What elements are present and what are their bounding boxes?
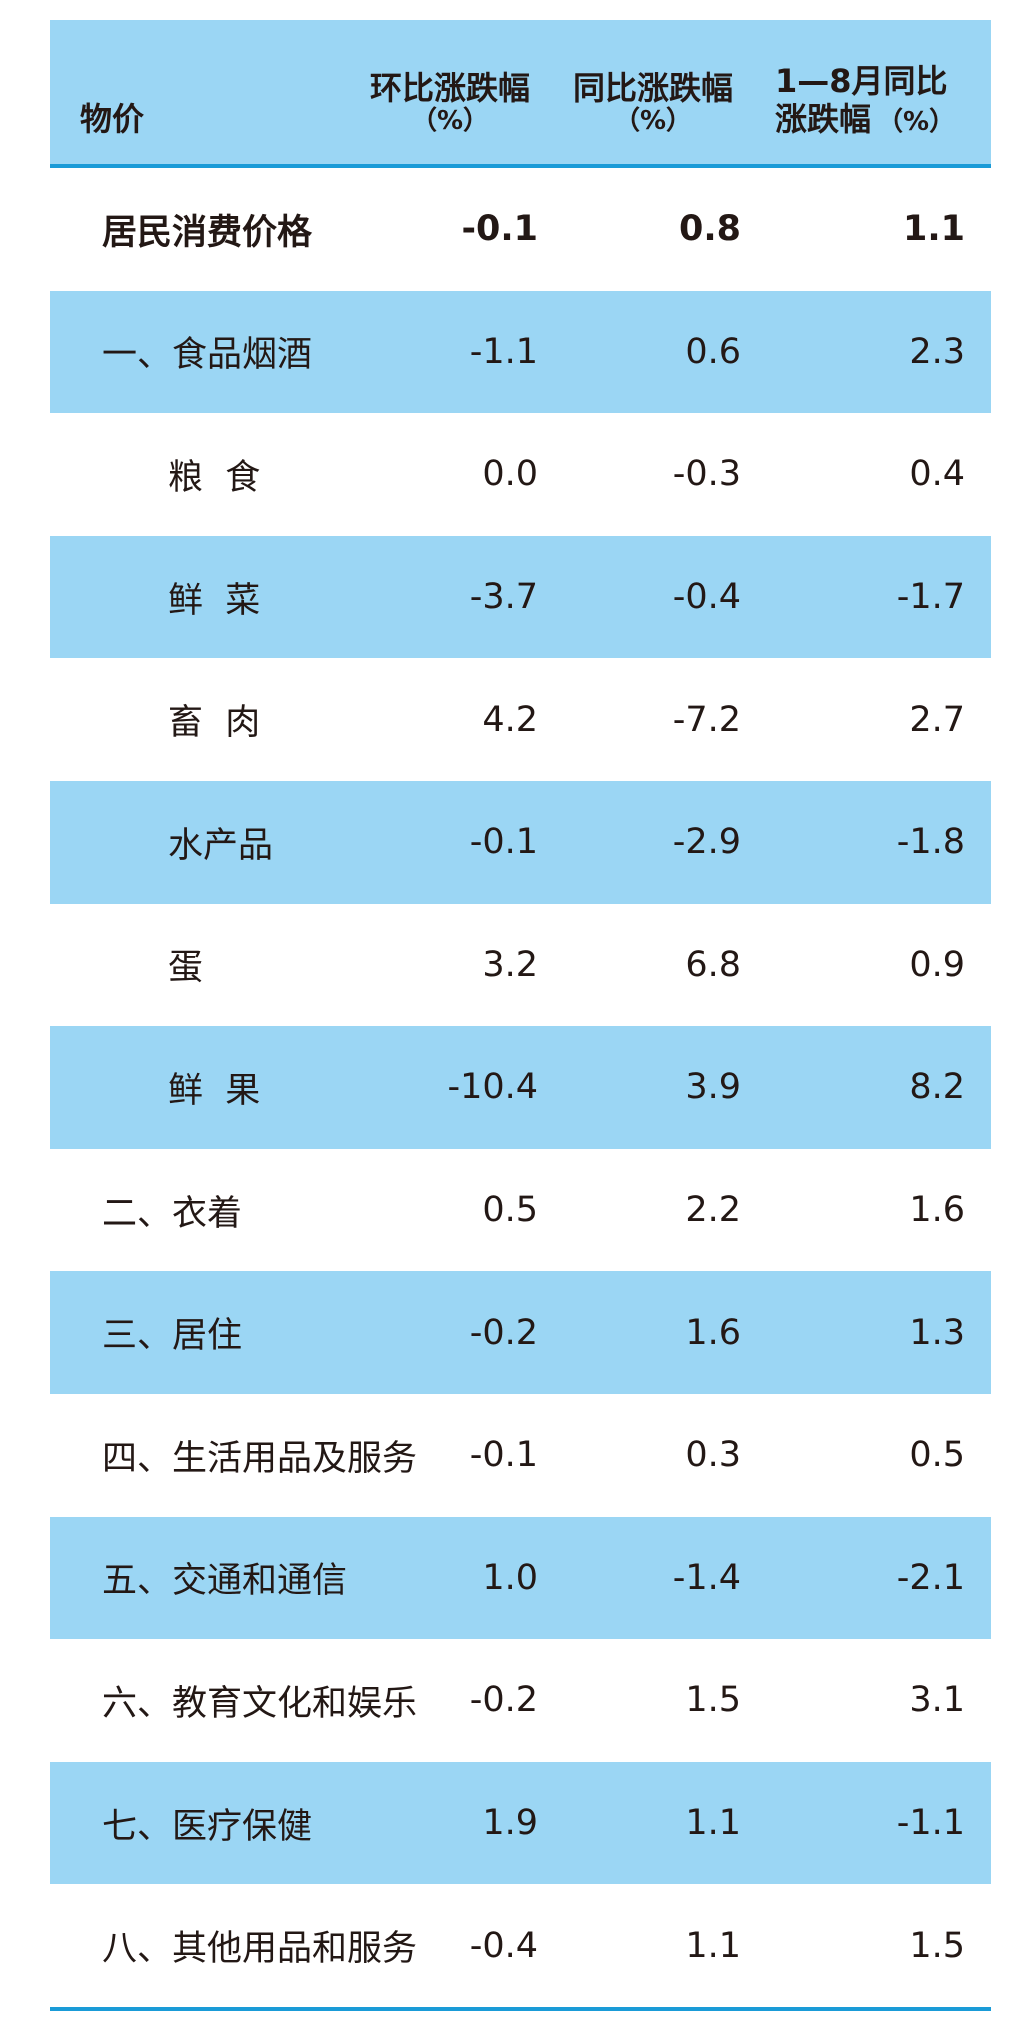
row-mom: -0.1: [469, 822, 538, 863]
row-yoy: 1.1: [685, 1925, 741, 1966]
row-yoy: 6.8: [685, 944, 741, 985]
row-name: 鲜 果: [168, 1070, 261, 1111]
row-ytd: 2.7: [909, 699, 965, 740]
row-yoy: -0.3: [672, 454, 741, 495]
row-yoy: 0.6: [685, 331, 741, 372]
row-mom: 1.0: [482, 1557, 538, 1598]
row-mom: -1.1: [469, 331, 538, 372]
row-name: 七、医疗保健: [102, 1806, 313, 1847]
header-ytd-title-line1: 1—8月同比: [775, 62, 948, 100]
row-ytd: 3.1: [909, 1680, 965, 1721]
row-yoy: 1.5: [685, 1680, 741, 1721]
table-row: 蛋 3.2 6.8 0.9: [50, 904, 991, 1027]
header-month-on-month: 环比涨跌幅 （%）: [355, 69, 545, 135]
header-yoy-title: 同比涨跌幅: [572, 69, 733, 107]
row-name: 三、居住: [102, 1316, 243, 1357]
row-yoy: 1.6: [685, 1312, 741, 1353]
header-item: 物价: [80, 100, 145, 138]
row-mom: -10.4: [447, 1067, 538, 1108]
table-header: 物价 环比涨跌幅 （%） 同比涨跌幅 （%） 1—8月同比 涨跌幅 （%）: [50, 20, 991, 168]
row-name: 八、其他用品和服务: [102, 1929, 418, 1970]
table-row: 四、生活用品及服务 -0.1 0.3 0.5: [50, 1394, 991, 1517]
row-mom: -3.7: [469, 577, 538, 618]
row-ytd: -2.1: [896, 1557, 965, 1598]
row-name: 二、衣着: [102, 1193, 243, 1234]
row-name: 粮 食: [168, 457, 261, 498]
table-row: 五、交通和通信 1.0 -1.4 -2.1: [50, 1516, 991, 1640]
table-row: 一、食品烟酒 -1.1 0.6 2.3: [50, 290, 991, 414]
row-ytd: -1.7: [896, 577, 965, 618]
row-yoy: -1.4: [672, 1557, 741, 1598]
header-mom-unit: （%）: [410, 106, 490, 136]
row-name: 五、交通和通信: [102, 1561, 348, 1602]
row-ytd: 0.4: [909, 454, 965, 495]
row-yoy: 0.3: [685, 1435, 741, 1476]
row-mom: 1.9: [482, 1803, 538, 1844]
row-mom: -0.2: [469, 1312, 538, 1353]
row-ytd: 0.9: [909, 944, 965, 985]
row-yoy: 2.2: [685, 1190, 741, 1231]
table-row: 鲜 菜 -3.7 -0.4 -1.7: [50, 535, 991, 659]
header-year-to-date: 1—8月同比 涨跌幅 （%）: [775, 62, 965, 141]
row-ytd: 1.5: [909, 1925, 965, 1966]
row-yoy: 1.1: [685, 1803, 741, 1844]
row-name: 畜 肉: [168, 703, 261, 744]
row-name: 四、生活用品及服务: [102, 1438, 418, 1479]
row-name: 六、教育文化和娱乐: [102, 1683, 418, 1724]
row-ytd: 0.5: [909, 1435, 965, 1476]
table-row: 鲜 果 -10.4 3.9 8.2: [50, 1026, 991, 1149]
row-mom: -0.4: [469, 1925, 538, 1966]
header-mom-title: 环比涨跌幅: [369, 69, 530, 107]
table-row: 水产品 -0.1 -2.9 -1.8: [50, 780, 991, 904]
table-row: 三、居住 -0.2 1.6 1.3: [50, 1271, 991, 1394]
table-row: 六、教育文化和娱乐 -0.2 1.5 3.1: [50, 1639, 991, 1762]
row-ytd: 1.1: [902, 209, 965, 250]
row-mom: 3.2: [482, 944, 538, 985]
table-row: 居民消费价格 -0.1 0.8 1.1: [50, 168, 991, 291]
row-ytd: 8.2: [909, 1067, 965, 1108]
row-ytd: -1.1: [896, 1803, 965, 1844]
row-name: 蛋: [168, 948, 204, 989]
row-name: 居民消费价格: [102, 212, 313, 253]
row-yoy: -7.2: [672, 699, 741, 740]
row-mom: 0.5: [482, 1190, 538, 1231]
header-yoy-unit: （%）: [613, 106, 693, 136]
row-ytd: 2.3: [909, 331, 965, 372]
row-ytd: 1.3: [909, 1312, 965, 1353]
row-name: 水产品: [168, 825, 274, 866]
header-ytd-unit: （%）: [877, 107, 956, 137]
row-mom: -0.2: [469, 1680, 538, 1721]
table-row: 粮 食 0.0 -0.3 0.4: [50, 413, 991, 536]
table-row: 二、衣着 0.5 2.2 1.6: [50, 1149, 991, 1272]
row-mom: -0.1: [461, 209, 538, 250]
row-yoy: -2.9: [672, 822, 741, 863]
header-year-on-year: 同比涨跌幅 （%）: [558, 69, 748, 135]
table-row: 畜 肉 4.2 -7.2 2.7: [50, 658, 991, 781]
row-name: 鲜 菜: [168, 580, 261, 621]
row-ytd: -1.8: [896, 822, 965, 863]
row-yoy: -0.4: [672, 577, 741, 618]
row-name: 一、食品烟酒: [102, 335, 313, 376]
header-ytd-title-line2: 涨跌幅: [775, 100, 872, 138]
table-row: 七、医疗保健 1.9 1.1 -1.1: [50, 1761, 991, 1885]
row-yoy: 0.8: [678, 209, 741, 250]
row-mom: 4.2: [482, 699, 538, 740]
row-mom: 0.0: [482, 454, 538, 495]
bottom-rule: [50, 2006, 991, 2011]
cpi-table: 物价 环比涨跌幅 （%） 同比涨跌幅 （%） 1—8月同比 涨跌幅 （%） 居民消…: [50, 20, 991, 2011]
row-ytd: 1.6: [909, 1190, 965, 1231]
row-mom: -0.1: [469, 1435, 538, 1476]
row-yoy: 3.9: [685, 1067, 741, 1108]
table-row: 八、其他用品和服务 -0.4 1.1 1.5: [50, 1884, 991, 2007]
